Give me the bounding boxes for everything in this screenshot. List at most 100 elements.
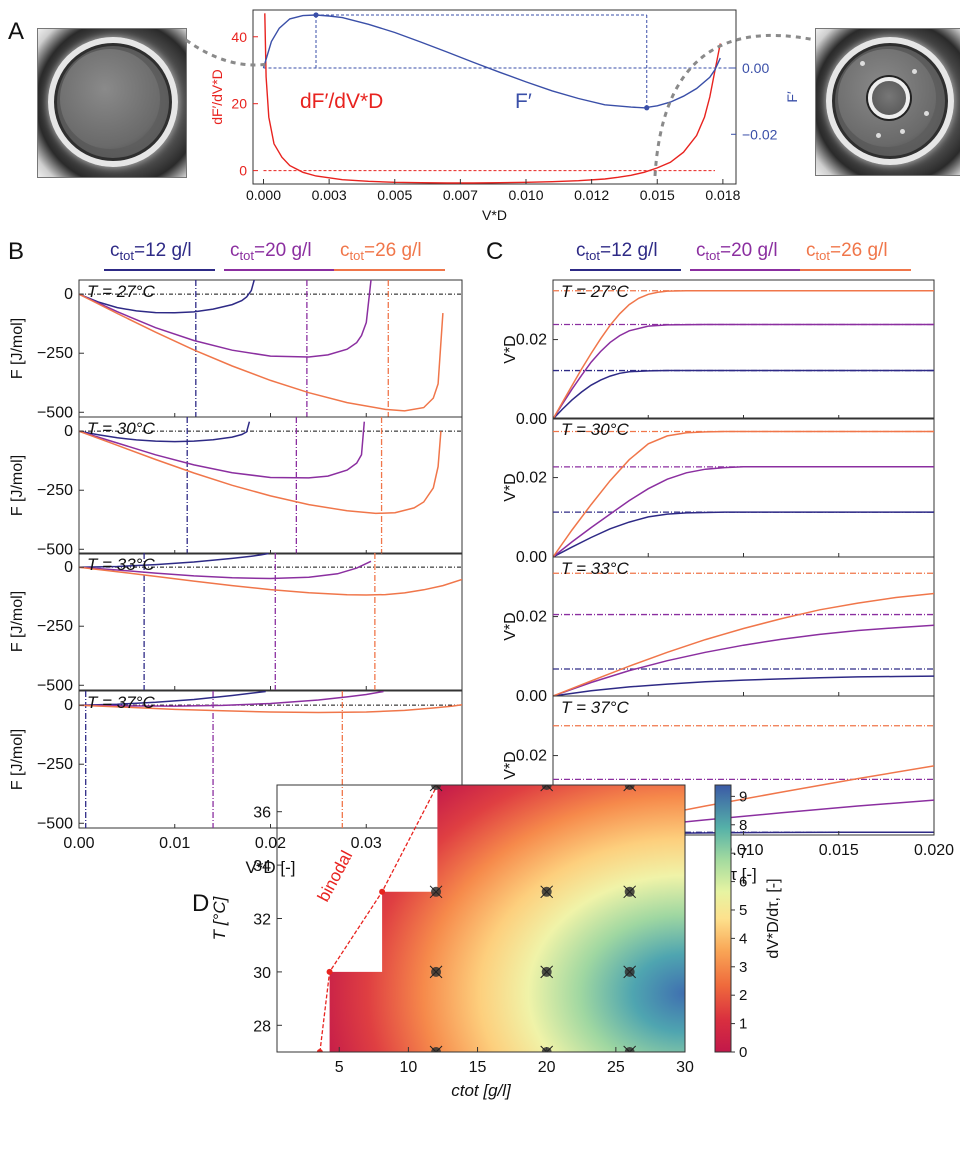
panel-d-colorbar-tick-label: 9 <box>739 788 747 805</box>
panel-d-y-tick-label: 36 <box>253 805 271 822</box>
panelB-curve-c26 <box>79 703 462 714</box>
panelB-curve-c20 <box>79 421 366 479</box>
panelB-y-tick-label: −250 <box>37 756 73 773</box>
panel-a-right-label: F′ <box>784 91 800 103</box>
droplet-micrograph-right <box>815 28 960 176</box>
panel-c-legend-label: ctot=12 g/l <box>576 240 658 263</box>
panel-d-sample-cross <box>623 785 637 792</box>
panel-d-sample-marker <box>541 785 552 790</box>
panelB-subplot-area <box>79 417 462 554</box>
panel-d-colorbar-tick-label: 7 <box>739 845 747 862</box>
panel-a-x-tick-label: 0.007 <box>443 187 478 203</box>
panelC-x-tick-label: 0.020 <box>914 842 954 859</box>
panel-a-fprime-annotation: F′ <box>515 90 532 113</box>
panel-a-x-tick-label: 0.018 <box>705 187 740 203</box>
panel-a-derivative-curve <box>264 13 721 184</box>
panel-a-x-tick-label: 0.015 <box>640 187 675 203</box>
panel-d-x-tick-label: 30 <box>676 1059 694 1076</box>
panelC-x-tick-label: 0.015 <box>819 842 859 859</box>
panelB-subplot-area <box>79 553 462 690</box>
panel-d-sample-cross <box>623 965 637 979</box>
panelB-temperature-label: T = 27°C <box>87 282 155 301</box>
panelC-y-tick-label: 0.02 <box>516 609 547 626</box>
panel-a-min-point <box>644 105 650 111</box>
panelB-curve-c12 <box>79 553 269 568</box>
panelB-x-tick-label: 0.02 <box>255 835 286 852</box>
panelC-curve-c26 <box>553 592 934 696</box>
panel-a-left-tick-label: 0 <box>239 163 247 179</box>
panel-d-x-label: ctot [g/l] <box>451 1081 512 1100</box>
panelC-subplot-area <box>553 289 934 419</box>
panel-a-left-tick-label: 40 <box>231 29 247 45</box>
panelB-temperature-label: T = 37°C <box>87 693 155 712</box>
panel-d-x-tick-label: 20 <box>538 1059 556 1076</box>
panel-label-c: C <box>486 238 504 265</box>
panel-b-chart: ctot=12 g/l ctot=20 g/l ctot=26 g/l T = 27°… <box>9 240 478 877</box>
panelC-y-tick-label: 0.00 <box>516 411 547 428</box>
panel-d-colorbar-tick-label: 2 <box>739 987 747 1004</box>
panel-label-b: B <box>8 238 25 265</box>
panelC-x-label: τ [-] <box>730 865 757 884</box>
panel-d-colorbar-tick-label: 1 <box>739 1016 747 1033</box>
panel-d-y-tick-label: 28 <box>253 1018 271 1035</box>
panel-c-chart: ctot=12 g/l ctot=20 g/l ctot=26 g/l T = 27°… <box>502 240 954 884</box>
panelC-temperature-label: T = 37°C <box>561 698 629 717</box>
panelB-curve-c20 <box>79 560 372 580</box>
panelC-curve-c26 <box>553 289 934 419</box>
panelC-x-tick-label: 0.010 <box>723 842 763 859</box>
panelC-subplot-area <box>553 572 934 696</box>
panelB-y-tick-label: −500 <box>37 404 73 421</box>
panel-d-y-tick-label: 32 <box>253 912 271 929</box>
panelB-y-label: F [J/mol] <box>9 729 26 790</box>
panelC-temperature-label: T = 33°C <box>561 559 629 578</box>
panel-d-binodal-point <box>316 1049 323 1052</box>
panel-d-sample-cross <box>540 885 554 899</box>
panel-a-x-tick-label: 0.010 <box>508 187 543 203</box>
panel-d-sample-cross <box>429 1045 443 1052</box>
panelC-curve-c12 <box>553 511 934 557</box>
panel-a-fprime-curve <box>262 14 721 109</box>
panel-a-x-label: V*D <box>482 207 507 223</box>
panelB-curve-c12 <box>79 691 266 706</box>
panel-d-binodal-point <box>379 888 386 895</box>
panel-d-y-tick-label: 30 <box>253 965 271 982</box>
panel-d-sample-cross <box>540 785 554 792</box>
panel-d-y-label: T [°C] <box>210 895 229 940</box>
panelB-y-tick-label: 0 <box>64 559 73 576</box>
panelC-y-label: V*D <box>502 335 519 363</box>
panel-d-heatmap <box>329 785 685 1052</box>
panelB-curve-c20 <box>79 691 384 707</box>
panel-a-right-tick-label: −0.02 <box>742 126 778 142</box>
panel-a-frame <box>252 9 737 185</box>
panel-a-x-tick-label: 0.005 <box>377 187 412 203</box>
panel-d-sample-cross <box>623 885 637 899</box>
panelB-curve-c26 <box>79 566 462 596</box>
panelB-subplot-area <box>79 280 462 417</box>
panel-d-colorbar-label: dV*D/dτ, [-] <box>765 878 782 958</box>
panel-d-x-tick-label: 10 <box>399 1059 417 1076</box>
panelB-y-tick-label: 0 <box>64 423 73 440</box>
panel-d-sample-cross <box>429 785 443 792</box>
panel-d-x-tick-label: 25 <box>607 1059 625 1076</box>
panel-d-colorbar-tick-label: 0 <box>739 1044 747 1061</box>
panel-b-legend-label: ctot=26 g/l <box>340 240 422 263</box>
panelC-curve-c26 <box>553 430 934 557</box>
panelB-y-tick-label: 0 <box>64 286 73 303</box>
panelB-curve-c20 <box>79 280 372 358</box>
panel-a-left-label: dF′/dV*D <box>209 69 225 125</box>
panelB-y-tick-label: −500 <box>37 815 73 832</box>
panel-d-x-tick-label: 5 <box>335 1059 344 1076</box>
panel-d-plot-area <box>316 785 685 1052</box>
panel-a-right-tick-label: 0.00 <box>742 60 769 76</box>
panel-c-legend-label: ctot=26 g/l <box>806 240 888 263</box>
panelC-subplot-area <box>553 430 934 557</box>
panel-d-sample-marker <box>431 1047 442 1052</box>
panelC-curve-c20 <box>553 624 934 696</box>
panel-d-binodal-label: binodal <box>314 848 357 905</box>
panelC-curve-c12 <box>553 369 934 419</box>
panelB-x-tick-label: 0.03 <box>351 835 382 852</box>
panelB-curve-c26 <box>79 293 444 412</box>
panelB-y-label: F [J/mol] <box>9 455 26 516</box>
